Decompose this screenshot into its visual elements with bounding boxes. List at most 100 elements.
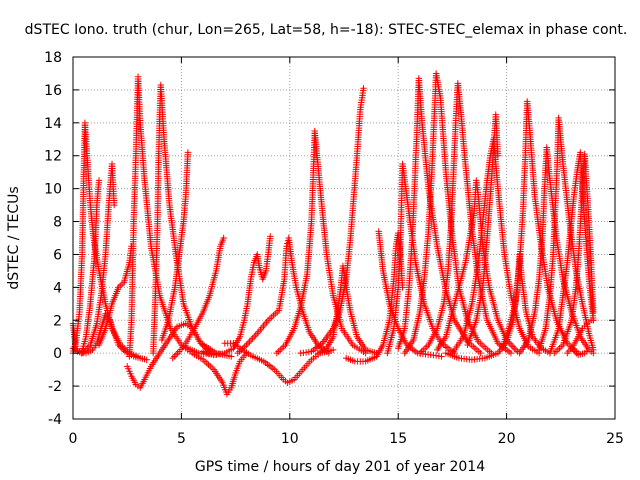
data-point-trail — [430, 352, 443, 360]
data-point-trail — [275, 343, 287, 355]
data-point-trail — [445, 220, 455, 272]
data-point-trail — [323, 253, 336, 297]
data-point-trail — [550, 204, 559, 256]
x-tick-label: 0 — [69, 431, 78, 447]
data-point-trail — [524, 100, 534, 141]
data-point-trail — [183, 327, 197, 345]
data-point — [329, 346, 337, 354]
data-point-trail — [132, 353, 148, 363]
data-point — [590, 317, 597, 324]
data-point-trail — [415, 77, 426, 124]
data-series — [516, 144, 593, 357]
data-point — [110, 201, 118, 209]
data-point-trail — [573, 245, 583, 289]
data-point-trail — [577, 151, 588, 223]
data-point-trail — [553, 237, 566, 281]
data-point — [273, 349, 280, 357]
data-point-trail — [129, 220, 137, 272]
data-point-trail — [540, 346, 551, 356]
data-point-trail — [182, 151, 191, 198]
data-point-trail — [237, 319, 247, 338]
data-point-trail — [479, 179, 490, 223]
data-point-trail — [191, 351, 205, 362]
data-point-trail — [248, 261, 257, 280]
data-point-trail — [137, 121, 148, 182]
data-point-trail — [421, 302, 436, 330]
y-tick-label: 2 — [53, 313, 62, 329]
data-point — [477, 349, 484, 357]
data-point-trail — [517, 338, 531, 355]
data-point-trail — [355, 335, 368, 352]
data-point-trail — [224, 340, 234, 347]
data-point-trail — [357, 87, 367, 111]
data-point-trail — [564, 228, 574, 264]
data-point — [184, 149, 192, 156]
data-point-trail — [531, 278, 542, 314]
data-point-trail — [450, 121, 459, 174]
data-point-trail — [546, 253, 557, 297]
x-tick-label: 15 — [389, 431, 407, 447]
data-series — [449, 136, 543, 357]
data-point-trail — [473, 286, 486, 322]
x-axis-label: GPS time / hours of day 201 of year 2014 — [195, 459, 485, 475]
data-point-trail — [125, 365, 134, 377]
data-point-trail — [317, 346, 328, 356]
data-point-trail — [150, 294, 159, 355]
data-point-trail — [584, 204, 595, 264]
data-point-trail — [539, 187, 548, 239]
data-point-trail — [260, 269, 269, 281]
data-point-trail — [560, 163, 573, 223]
data-point-trail — [435, 335, 448, 352]
data-point-trail — [512, 261, 523, 305]
data-point-trail — [555, 294, 566, 330]
axis-ticks: 0 5 10 15 20 25 -4 -2 0 2 4 6 8 10 12 14 16 18 — [44, 50, 624, 447]
data-point-trail — [421, 228, 432, 281]
data-point-trail — [96, 327, 108, 347]
data-point-trail — [364, 347, 378, 356]
y-tick-label: 16 — [44, 83, 62, 99]
data-point-trail — [419, 121, 432, 190]
data-point-trail — [117, 343, 127, 354]
data-point-trail — [91, 204, 100, 256]
data-point-trail — [340, 327, 355, 347]
data-point-trail — [570, 171, 580, 198]
data-point — [228, 353, 235, 360]
data-point-trail — [184, 346, 194, 355]
data-point-trail — [492, 113, 501, 157]
data-point-trail — [184, 322, 194, 331]
data-point-trail — [354, 358, 367, 365]
data-point-trail — [406, 237, 416, 289]
data-point-trail — [565, 343, 576, 355]
data-point-trail — [297, 273, 310, 309]
data-point-trail — [440, 269, 451, 305]
data-point-trail — [456, 261, 468, 289]
data-point-trail — [273, 368, 285, 381]
data-point-trail — [81, 122, 91, 157]
data-point-trail — [483, 350, 499, 361]
data-point-trail — [475, 220, 486, 264]
x-tick-label: 10 — [281, 431, 299, 447]
y-tick-label: 8 — [53, 215, 62, 231]
data-point-trail — [395, 327, 408, 350]
data-point-trail — [130, 154, 139, 223]
data-series — [546, 149, 597, 357]
y-tick-label: 14 — [44, 116, 62, 132]
data-point-trail — [458, 355, 473, 363]
data-point-trail — [79, 171, 87, 256]
data-point-trail — [72, 342, 80, 352]
data-point-trail — [90, 342, 99, 351]
data-point-trail — [255, 319, 270, 335]
data-point-trail — [345, 355, 356, 364]
data-series — [297, 85, 367, 357]
data-point — [494, 152, 502, 159]
data-point-trail — [201, 358, 216, 372]
data-point-trail — [142, 365, 154, 381]
data-point-trail — [83, 302, 94, 338]
data-point-trail — [149, 351, 162, 368]
data-point-trail — [434, 302, 447, 330]
data-point-trail — [568, 286, 579, 322]
data-series — [551, 150, 597, 357]
data-point-trail — [238, 352, 248, 363]
data-point — [325, 349, 333, 357]
y-tick-label: 6 — [53, 247, 62, 263]
